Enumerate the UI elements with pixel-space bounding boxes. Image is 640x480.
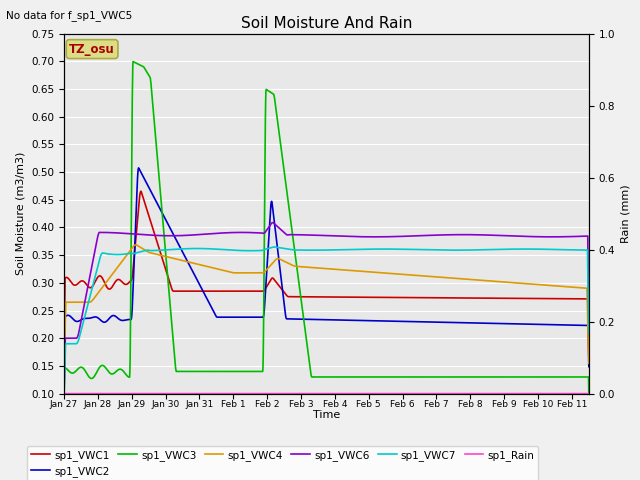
sp1_VWC6 xyxy=(585,318,593,324)
sp1_VWC2 xyxy=(474,320,481,326)
sp1_VWC1 xyxy=(570,296,577,301)
sp1_VWC6 xyxy=(269,220,276,226)
Legend: sp1_VWC1, sp1_VWC2, sp1_VWC3, sp1_VWC4, sp1_VWC6, sp1_VWC7, sp1_Rain: sp1_VWC1, sp1_VWC2, sp1_VWC3, sp1_VWC4, … xyxy=(28,445,538,480)
sp1_VWC4 xyxy=(87,299,95,305)
sp1_VWC4 xyxy=(570,284,578,290)
sp1_VWC2 xyxy=(301,316,309,322)
sp1_Rain xyxy=(87,391,95,396)
sp1_VWC1 xyxy=(474,295,481,301)
sp1_VWC7 xyxy=(474,247,481,253)
sp1_VWC6 xyxy=(570,234,577,240)
sp1_VWC6 xyxy=(474,232,481,238)
sp1_VWC6 xyxy=(301,232,309,238)
sp1_VWC7 xyxy=(570,247,577,253)
sp1_VWC7 xyxy=(316,247,323,253)
sp1_VWC6 xyxy=(60,391,68,396)
sp1_VWC3 xyxy=(129,59,137,64)
sp1_Rain xyxy=(60,391,68,396)
sp1_VWC4 xyxy=(585,360,593,366)
sp1_VWC4 xyxy=(474,277,481,283)
sp1_VWC7 xyxy=(301,247,309,253)
sp1_VWC1 xyxy=(87,285,95,290)
sp1_Rain xyxy=(301,391,309,396)
sp1_VWC1 xyxy=(301,294,309,300)
sp1_VWC3 xyxy=(570,374,578,380)
sp1_VWC3 xyxy=(570,374,577,380)
sp1_VWC1 xyxy=(137,188,145,194)
sp1_VWC3 xyxy=(316,374,323,380)
sp1_VWC4 xyxy=(570,284,577,290)
sp1_VWC7 xyxy=(585,330,593,336)
sp1_VWC7 xyxy=(60,394,68,399)
sp1_VWC2 xyxy=(134,165,142,171)
sp1_VWC1 xyxy=(316,294,323,300)
Line: sp1_VWC1: sp1_VWC1 xyxy=(64,191,589,364)
sp1_VWC1 xyxy=(60,361,68,367)
Line: sp1_VWC3: sp1_VWC3 xyxy=(64,61,589,408)
sp1_VWC4 xyxy=(132,242,140,248)
sp1_VWC7 xyxy=(570,247,578,253)
sp1_VWC3 xyxy=(60,405,68,411)
sp1_VWC3 xyxy=(301,330,309,336)
sp1_Rain xyxy=(316,391,323,396)
sp1_VWC7 xyxy=(87,290,95,296)
sp1_VWC6 xyxy=(87,269,95,275)
sp1_VWC4 xyxy=(316,265,323,271)
sp1_VWC3 xyxy=(585,392,593,398)
sp1_VWC2 xyxy=(570,322,578,328)
sp1_VWC2 xyxy=(585,364,593,370)
sp1_VWC3 xyxy=(87,375,95,381)
Line: sp1_VWC2: sp1_VWC2 xyxy=(64,168,589,383)
sp1_VWC7 xyxy=(271,244,278,250)
sp1_VWC3 xyxy=(474,374,481,380)
sp1_Rain xyxy=(570,391,577,396)
sp1_VWC6 xyxy=(570,234,578,240)
Line: sp1_VWC6: sp1_VWC6 xyxy=(64,223,589,394)
Line: sp1_VWC4: sp1_VWC4 xyxy=(64,245,589,371)
Line: sp1_VWC7: sp1_VWC7 xyxy=(64,247,589,396)
sp1_VWC1 xyxy=(585,352,593,358)
Text: TZ_osu: TZ_osu xyxy=(69,43,115,56)
Text: No data for f_sp1_VWC5: No data for f_sp1_VWC5 xyxy=(6,10,132,21)
Y-axis label: Soil Moisture (m3/m3): Soil Moisture (m3/m3) xyxy=(15,152,26,276)
sp1_Rain xyxy=(570,391,577,396)
sp1_Rain xyxy=(474,391,481,396)
sp1_VWC4 xyxy=(301,264,309,270)
sp1_VWC2 xyxy=(87,315,95,321)
sp1_VWC2 xyxy=(60,380,68,386)
sp1_Rain xyxy=(585,391,593,396)
sp1_VWC4 xyxy=(60,368,68,373)
sp1_VWC1 xyxy=(570,296,578,301)
sp1_VWC2 xyxy=(316,317,323,323)
sp1_VWC6 xyxy=(316,232,323,238)
Y-axis label: Rain (mm): Rain (mm) xyxy=(621,184,630,243)
X-axis label: Time: Time xyxy=(313,410,340,420)
Title: Soil Moisture And Rain: Soil Moisture And Rain xyxy=(241,16,412,31)
sp1_VWC2 xyxy=(570,322,577,328)
